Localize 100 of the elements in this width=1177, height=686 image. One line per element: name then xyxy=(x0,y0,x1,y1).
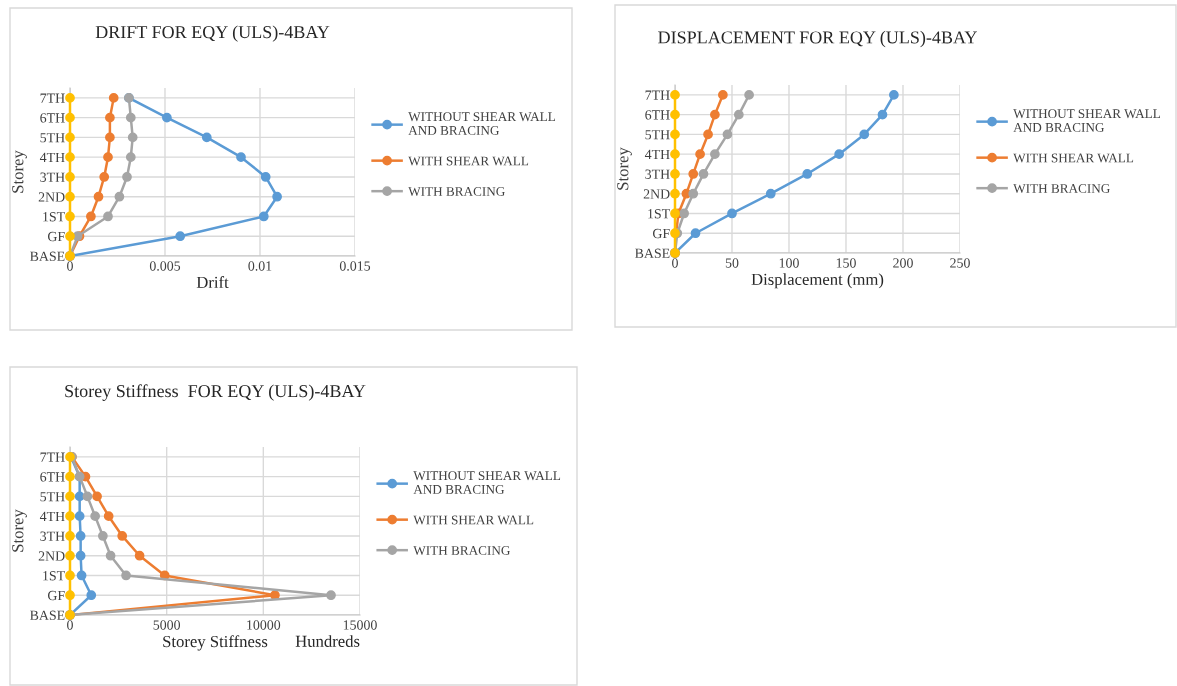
y-tick-label: 1ST xyxy=(648,209,670,219)
y-tick-label: GF xyxy=(47,590,65,601)
point xyxy=(86,211,96,222)
point xyxy=(98,531,108,541)
y-tick-label: 3TH xyxy=(40,531,65,541)
y-tick-label: 7TH xyxy=(40,452,65,462)
x-tick-label: 0.005 xyxy=(149,261,181,271)
point xyxy=(670,169,680,179)
point xyxy=(710,109,720,120)
x-tick-label: 100 xyxy=(779,258,799,268)
point xyxy=(670,208,680,219)
y-axis-title: Storey xyxy=(12,150,27,193)
y-tick-label: 1ST xyxy=(43,212,65,222)
y-tick-label: BASE xyxy=(635,248,670,258)
text: Hundreds xyxy=(295,635,360,647)
point xyxy=(86,590,97,601)
legend-label: WITH BRACING xyxy=(413,546,510,555)
y-tick-label: GF xyxy=(652,228,670,239)
x-tick-label: 50 xyxy=(725,258,739,268)
point xyxy=(670,90,680,100)
point xyxy=(99,172,110,182)
point xyxy=(162,112,172,123)
y-tick-label: 6TH xyxy=(645,110,670,120)
point xyxy=(877,109,888,120)
point xyxy=(125,112,136,123)
point xyxy=(127,132,138,143)
y-tick-label: 3TH xyxy=(40,172,65,182)
point xyxy=(114,191,125,202)
y-tick-label: 2ND xyxy=(38,551,65,561)
chart-title: DISPLACEMENT FOR EQY (ULS)-4BAY xyxy=(658,30,977,48)
x-axis-title: Storey Stiffness xyxy=(163,635,268,651)
point xyxy=(90,511,100,522)
point xyxy=(765,188,776,199)
y-tick-label: 3TH xyxy=(645,169,670,179)
point xyxy=(679,208,689,219)
point xyxy=(670,109,680,120)
point xyxy=(889,90,899,100)
point xyxy=(703,129,713,140)
point xyxy=(718,90,728,100)
y-tick-label: 2ND xyxy=(643,189,670,199)
point xyxy=(710,149,720,160)
point xyxy=(688,188,699,199)
legend-label: WITH SHEAR WALL xyxy=(413,515,534,525)
point xyxy=(92,491,102,502)
y-tick-label: 5TH xyxy=(40,492,65,502)
point xyxy=(65,471,75,482)
x-axis-title: Drift xyxy=(196,276,229,288)
point xyxy=(105,112,115,123)
point xyxy=(65,112,75,123)
point xyxy=(698,169,709,179)
point xyxy=(125,152,136,163)
point xyxy=(108,93,119,103)
point xyxy=(690,228,701,239)
point xyxy=(103,511,114,522)
point xyxy=(65,531,75,541)
point xyxy=(744,90,754,100)
point xyxy=(688,169,699,179)
point xyxy=(834,149,845,160)
legend-label: WITH SHEAR WALL xyxy=(1013,153,1134,163)
y-tick-label: GF xyxy=(47,231,65,242)
legend-label: WITH BRACING xyxy=(1013,184,1110,193)
point xyxy=(122,172,132,182)
point xyxy=(175,231,186,242)
x-tick-label: 0.015 xyxy=(339,261,371,271)
point xyxy=(722,129,733,140)
x-tick-label: 0 xyxy=(67,620,73,630)
point xyxy=(859,129,870,140)
y-tick-label: 5TH xyxy=(40,133,65,143)
x-tick-label: 10000 xyxy=(247,620,281,630)
legend-label: WITH SHEAR WALL xyxy=(408,156,529,166)
point xyxy=(121,570,131,581)
point xyxy=(117,531,128,541)
point xyxy=(201,132,212,143)
point xyxy=(75,531,86,541)
y-tick-label: 2ND xyxy=(38,192,65,202)
chart-title: Storey Stiffness FOR EQY (ULS)-4BAY xyxy=(65,384,366,401)
y-axis-title: Storey xyxy=(617,147,632,190)
point xyxy=(65,550,75,561)
point xyxy=(74,511,85,522)
point xyxy=(93,191,104,202)
y-tick-label: 5TH xyxy=(645,130,670,140)
y-tick-label: 6TH xyxy=(40,472,65,482)
point xyxy=(65,132,75,143)
point xyxy=(103,211,113,222)
point xyxy=(65,93,75,103)
point xyxy=(260,172,271,182)
legend-label: WITHOUT SHEAR WALL AND BRACING xyxy=(413,471,561,494)
point xyxy=(65,191,75,202)
point xyxy=(65,570,75,581)
y-tick-label: 6TH xyxy=(40,113,65,123)
y-tick-label: 4TH xyxy=(644,149,670,159)
y-axis-title: Storey xyxy=(12,509,27,552)
legend-label: WITHOUT SHEAR WALL AND BRACING xyxy=(1013,109,1160,132)
point xyxy=(103,152,113,163)
x-tick-label: 150 xyxy=(836,258,856,268)
y-tick-label: 1ST xyxy=(43,571,65,581)
chart-title: DRIFT FOR EQY (ULS)-4BAY xyxy=(95,25,330,42)
point xyxy=(75,550,86,561)
point xyxy=(258,211,269,222)
point xyxy=(326,590,336,601)
